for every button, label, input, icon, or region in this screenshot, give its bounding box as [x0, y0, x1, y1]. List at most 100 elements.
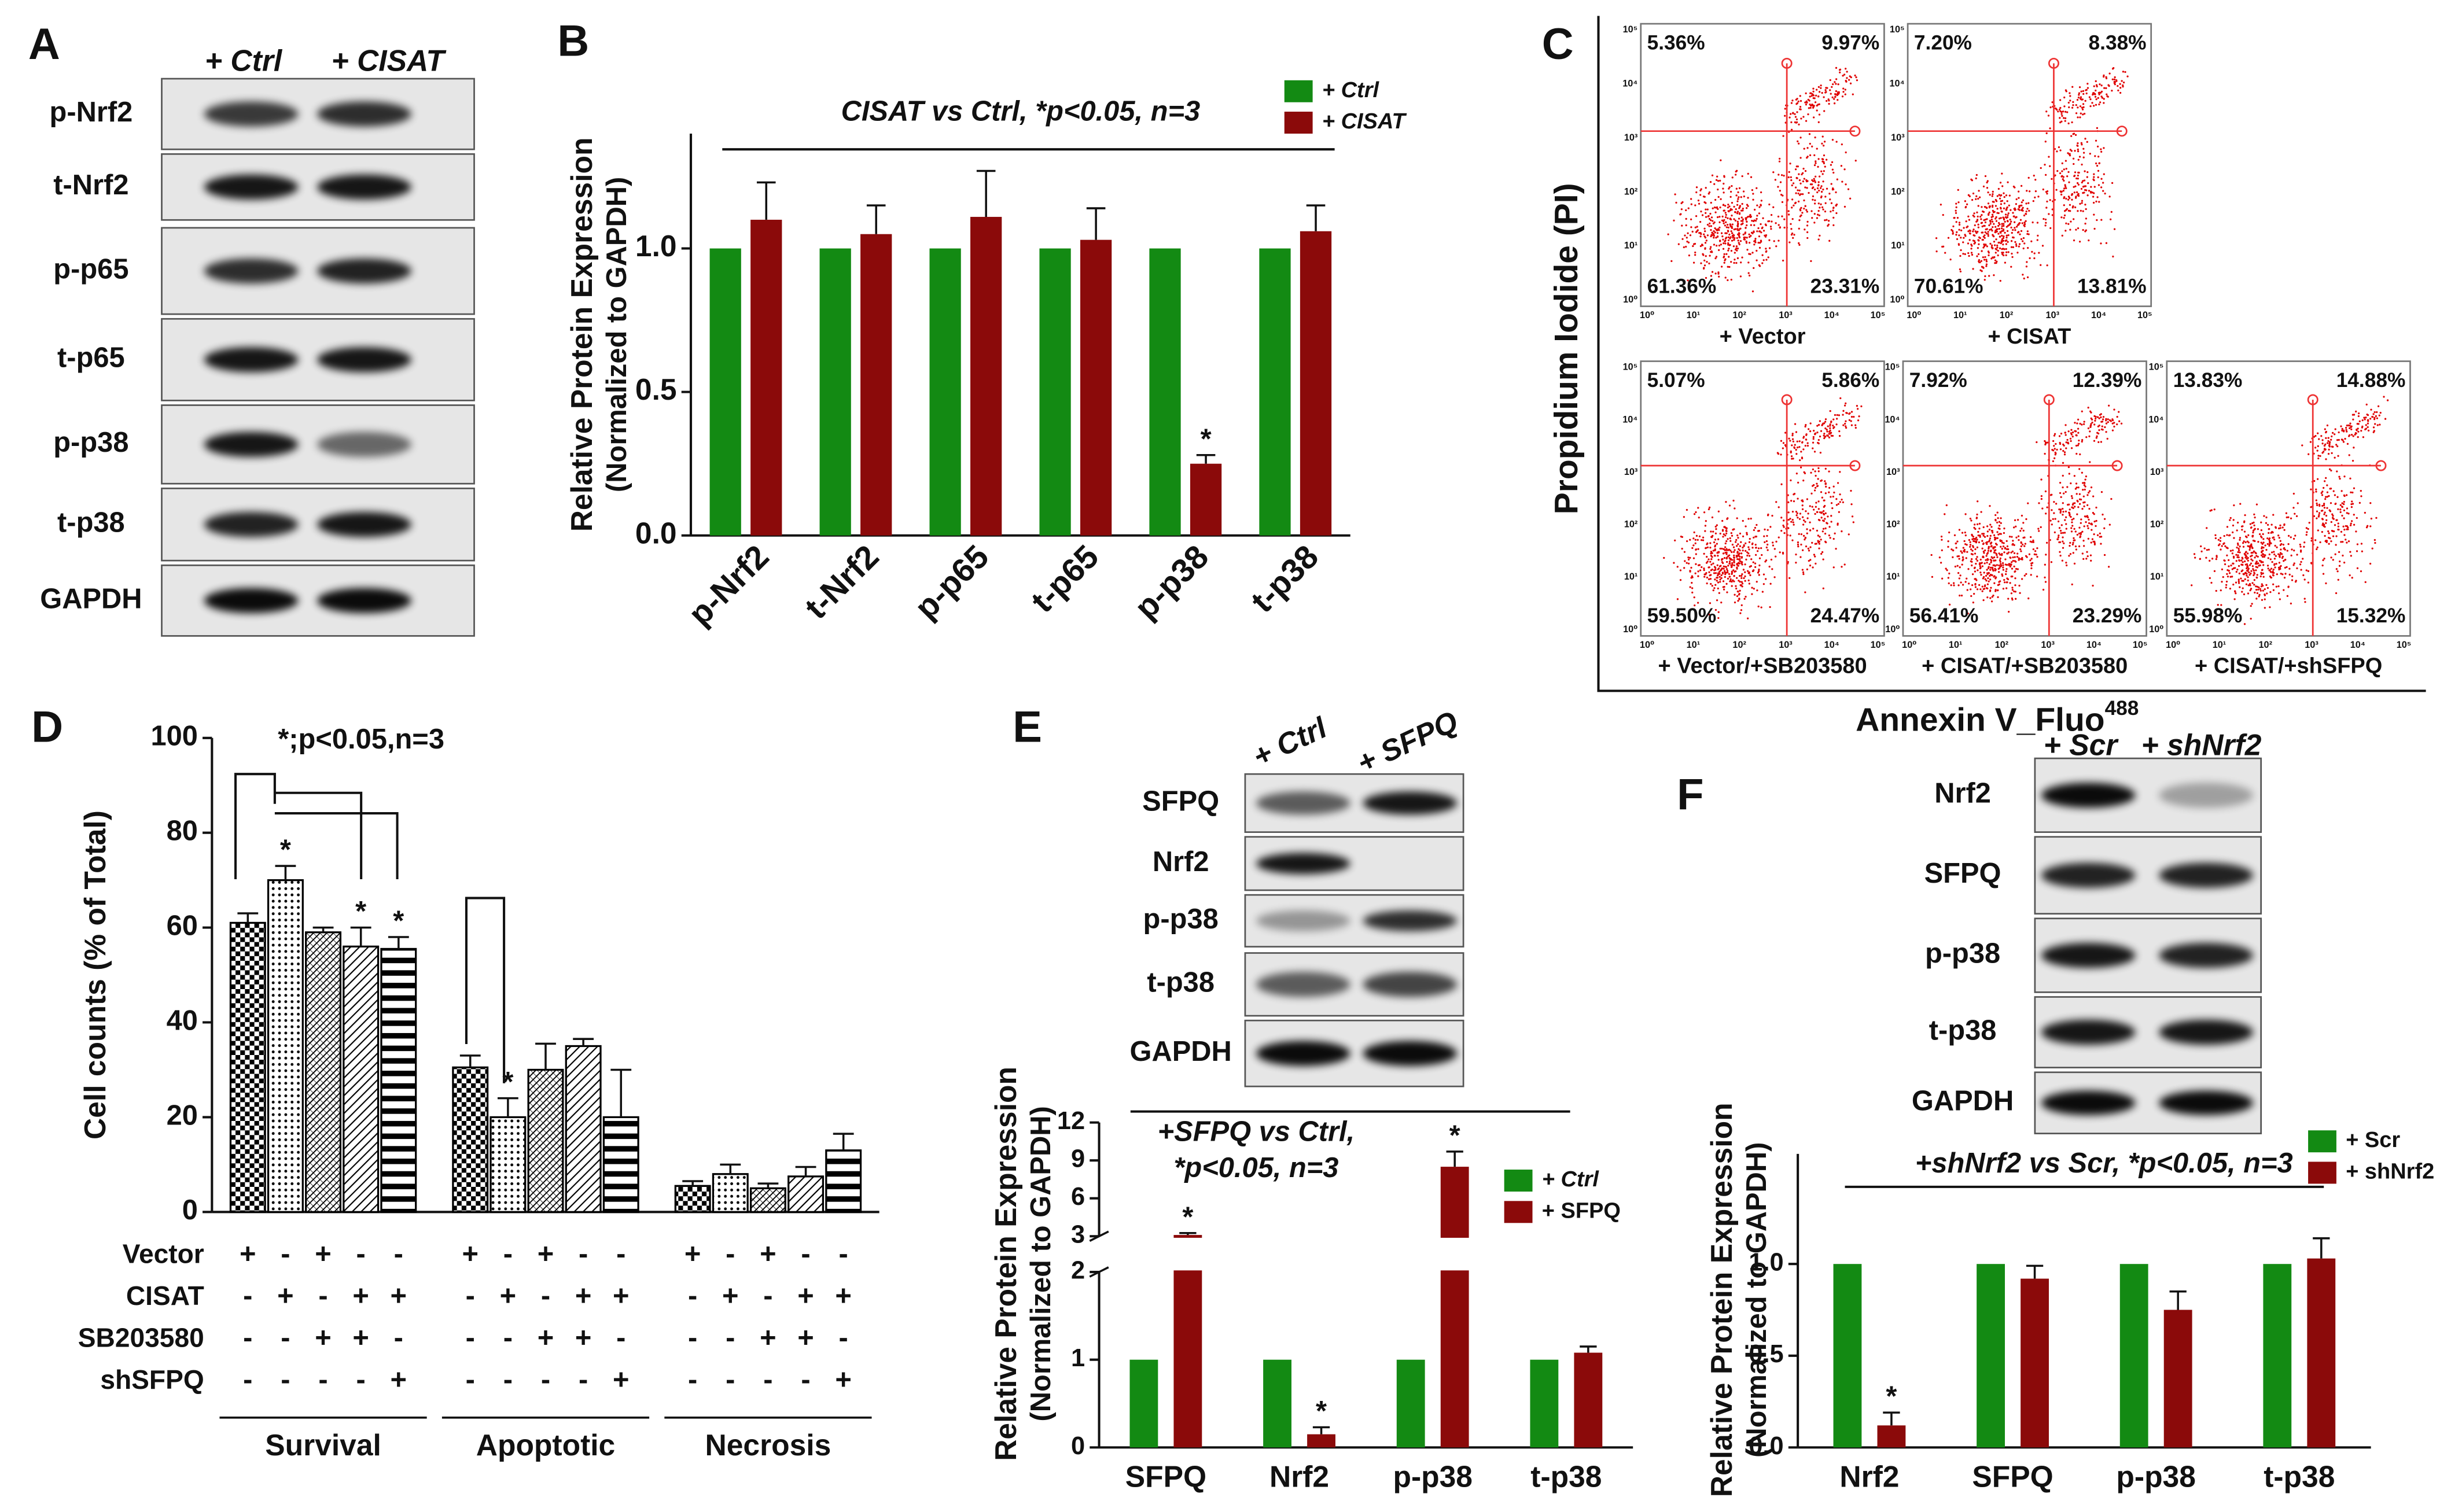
flow-event: [1831, 507, 1834, 510]
flow-event: [2277, 534, 2280, 537]
flow-event: [1993, 211, 1996, 213]
significance-brackets: [234, 773, 506, 1083]
flow-event: [1696, 226, 1698, 228]
flow-event: [2006, 552, 2008, 555]
flow-event: [2337, 525, 2339, 528]
flow-event: [1854, 424, 1857, 426]
flow-event: [1986, 187, 1989, 189]
flow-event: [1998, 217, 2001, 220]
flow-event: [1778, 160, 1781, 163]
flow-event: [1983, 243, 1985, 246]
flow-event: [1989, 523, 1992, 526]
flow-event: [1794, 113, 1796, 115]
flow-event: [1824, 210, 1827, 213]
flow-event: [2221, 545, 2223, 547]
flow-event: [2336, 496, 2339, 498]
flow-event: [2065, 168, 2067, 170]
flow-tick-label: 10³: [1886, 467, 1900, 477]
flow-event: [2022, 529, 2025, 532]
flow-event: [1813, 554, 1815, 556]
flow-event: [2265, 548, 2268, 551]
flow-event: [2330, 469, 2332, 472]
flow-event: [1812, 436, 1815, 438]
flow-event: [1984, 549, 1986, 552]
flow-event: [1716, 577, 1718, 579]
condition-sign: +: [684, 1238, 701, 1270]
flow-event: [1741, 223, 1743, 225]
flow-event: [1813, 116, 1815, 119]
flow-event: [1725, 582, 1728, 585]
flow-event: [2310, 488, 2312, 491]
flow-event: [1728, 504, 1731, 507]
flow-event: [2244, 560, 2246, 563]
flow-event: [1738, 207, 1740, 209]
flow-event: [1694, 242, 1696, 245]
flow-event: [1812, 468, 1814, 471]
flow-event: [2069, 149, 2071, 151]
flow-event: [2020, 230, 2023, 232]
flow-event: [1814, 101, 1817, 104]
flow-event: [2021, 201, 2023, 204]
flow-event: [1713, 569, 1716, 571]
flow-event: [1975, 174, 1978, 176]
flow-event: [1997, 527, 2000, 530]
flow-event: [1999, 554, 2001, 556]
flow-event: [1832, 495, 1834, 498]
flow-event: [1960, 237, 1962, 239]
legend-swatch: [1284, 112, 1313, 134]
flow-event: [2291, 575, 2294, 577]
flow-event: [2334, 456, 2336, 459]
flow-event: [1812, 528, 1815, 530]
flow-event: [2348, 435, 2350, 437]
flow-event: [1988, 213, 1990, 216]
flow-event: [2059, 511, 2062, 514]
flow-event: [2040, 526, 2042, 528]
flow-event: [1808, 550, 1810, 552]
flow-event: [1748, 541, 1751, 543]
flow-event: [2273, 558, 2276, 560]
flow-event: [2012, 560, 2014, 562]
flow-event: [1819, 187, 1822, 189]
flow-event: [1736, 247, 1739, 250]
flow-event: [2091, 421, 2093, 424]
flow-tick-label: 10³: [2046, 310, 2060, 320]
flow-event: [2016, 568, 2019, 570]
flow-event: [1761, 254, 1764, 256]
flow-event: [1952, 230, 1954, 233]
flow-event: [1968, 582, 1970, 585]
flow-event: [2338, 431, 2340, 434]
flow-event: [2240, 525, 2243, 528]
flow-event: [2369, 418, 2372, 420]
flow-event: [1976, 559, 1979, 562]
flow-event: [1747, 518, 1750, 520]
flow-event: [1830, 93, 1832, 95]
flow-event: [2085, 436, 2088, 438]
flow-event: [1999, 539, 2001, 541]
y-tick-label: 1.0: [1749, 1249, 1783, 1277]
flow-event: [2025, 211, 2027, 213]
flow-event: [2013, 215, 2015, 217]
flow-event: [2369, 562, 2372, 565]
flow-event: [2228, 570, 2230, 572]
flow-event: [2241, 591, 2243, 593]
flow-event: [2082, 180, 2084, 182]
flow-event: [1795, 192, 1797, 194]
flow-event: [1686, 562, 1688, 564]
flow-event: [1819, 536, 1821, 538]
flow-event: [2065, 528, 2067, 530]
flow-event: [1984, 578, 1986, 580]
flow-event: [2009, 222, 2011, 225]
flow-event: [1814, 137, 1816, 139]
flow-event: [1984, 275, 1986, 278]
flow-event: [2044, 490, 2047, 493]
flow-event: [2080, 90, 2082, 93]
flow-event: [2286, 550, 2288, 552]
flow-event: [2035, 554, 2037, 556]
flow-event: [1760, 606, 1762, 609]
flow-event: [2224, 545, 2227, 547]
flow-event: [1704, 242, 1707, 244]
flow-event: [1695, 563, 1697, 565]
flow-event: [2038, 502, 2040, 504]
flow-event: [1744, 571, 1746, 573]
flow-event: [2353, 514, 2355, 516]
